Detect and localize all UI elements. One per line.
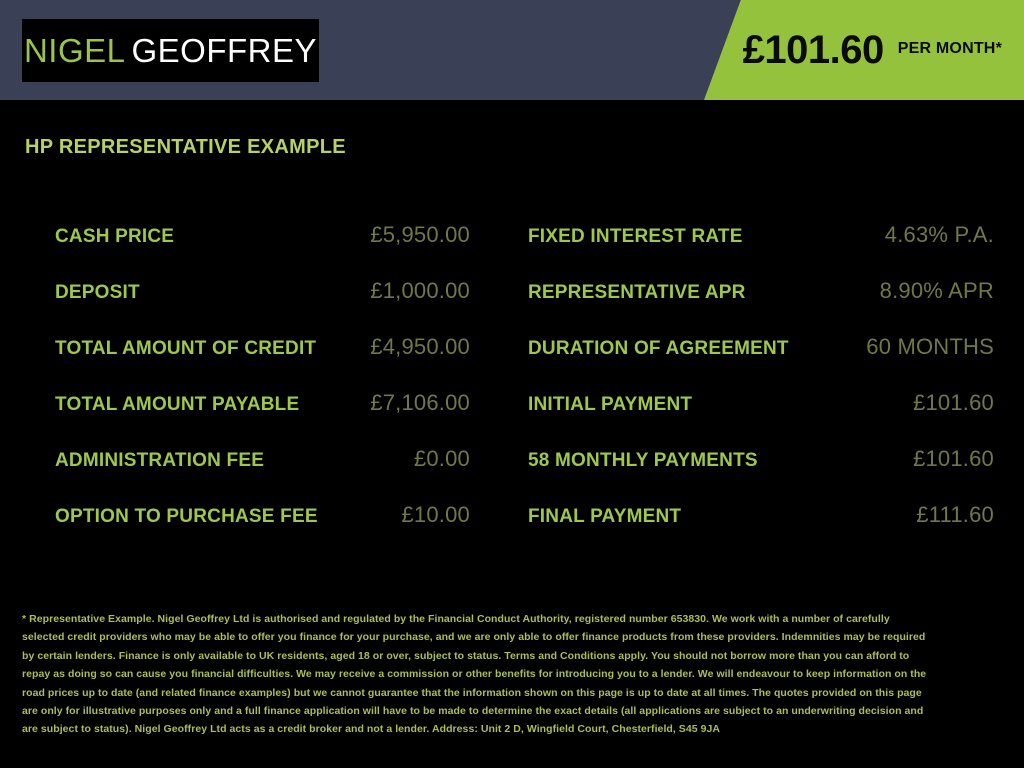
table-row: TOTAL AMOUNT OF CREDIT £4,950.00 xyxy=(55,334,470,390)
spec-value: 8.90% APR xyxy=(879,278,994,303)
spec-label: DEPOSIT xyxy=(55,282,140,303)
spec-label: DURATION OF AGREEMENT xyxy=(528,338,789,359)
spec-label: ADMINISTRATION FEE xyxy=(55,450,265,471)
price-banner-shape xyxy=(704,0,1024,100)
spec-label: TOTAL AMOUNT PAYABLE xyxy=(55,394,300,415)
finance-details-left-column: CASH PRICE £5,950.00 DEPOSIT £1,000.00 T… xyxy=(0,222,512,558)
table-row: TOTAL AMOUNT PAYABLE £7,106.00 xyxy=(55,390,470,446)
spec-value: £10.00 xyxy=(401,502,470,527)
disclaimer-text: * Representative Example. Nigel Geoffrey… xyxy=(22,613,927,736)
spec-label: INITIAL PAYMENT xyxy=(528,394,693,415)
spec-value: £7,106.00 xyxy=(370,390,470,415)
spec-value: 4.63% P.A. xyxy=(884,222,994,247)
spec-value: £0.00 xyxy=(413,446,470,471)
monthly-price-period: PER MONTH* xyxy=(897,40,1002,57)
spec-label: FINAL PAYMENT xyxy=(528,506,682,527)
spec-value: 60 MONTHS xyxy=(866,334,994,359)
spec-label: CASH PRICE xyxy=(55,226,175,247)
page-header: NIGEL GEOFFREY £101.60 PER MONTH* xyxy=(0,0,1024,100)
spec-label: REPRESENTATIVE APR xyxy=(528,282,746,303)
spec-label: FIXED INTEREST RATE xyxy=(528,226,743,247)
logo-first-word: NIGEL xyxy=(23,32,126,69)
page-title: HP REPRESENTATIVE EXAMPLE xyxy=(25,136,346,158)
table-row: INITIAL PAYMENT £101.60 xyxy=(528,390,994,446)
table-row: FIXED INTEREST RATE 4.63% P.A. xyxy=(528,222,994,278)
table-row: OPTION TO PURCHASE FEE £10.00 xyxy=(55,502,470,558)
table-row: FINAL PAYMENT £111.60 xyxy=(528,502,994,558)
table-row: 58 MONTHLY PAYMENTS £101.60 xyxy=(528,446,994,502)
spec-value: £101.60 xyxy=(913,446,994,471)
logo-text: NIGEL GEOFFREY xyxy=(24,34,317,67)
finance-details-right-column: FIXED INTEREST RATE 4.63% P.A. REPRESENT… xyxy=(512,222,1024,558)
brand-logo[interactable]: NIGEL GEOFFREY xyxy=(22,19,319,82)
table-row: DURATION OF AGREEMENT 60 MONTHS xyxy=(528,334,994,390)
spec-value: £101.60 xyxy=(913,390,994,415)
logo-second-word: GEOFFREY xyxy=(131,32,318,69)
table-row: REPRESENTATIVE APR 8.90% APR xyxy=(528,278,994,334)
spec-value: £5,950.00 xyxy=(370,222,470,247)
spec-label: OPTION TO PURCHASE FEE xyxy=(55,506,318,527)
monthly-price-block: £101.60 PER MONTH* xyxy=(743,0,1002,100)
table-row: ADMINISTRATION FEE £0.00 xyxy=(55,446,470,502)
spec-value: £4,950.00 xyxy=(370,334,470,359)
spec-value: £111.60 xyxy=(916,502,994,527)
finance-details-table: CASH PRICE £5,950.00 DEPOSIT £1,000.00 T… xyxy=(0,222,1024,558)
table-row: CASH PRICE £5,950.00 xyxy=(55,222,470,278)
table-row: DEPOSIT £1,000.00 xyxy=(55,278,470,334)
spec-value: £1,000.00 xyxy=(370,278,470,303)
monthly-price-amount: £101.60 xyxy=(742,28,885,72)
spec-label: TOTAL AMOUNT OF CREDIT xyxy=(55,338,317,359)
spec-label: 58 MONTHLY PAYMENTS xyxy=(528,450,758,471)
